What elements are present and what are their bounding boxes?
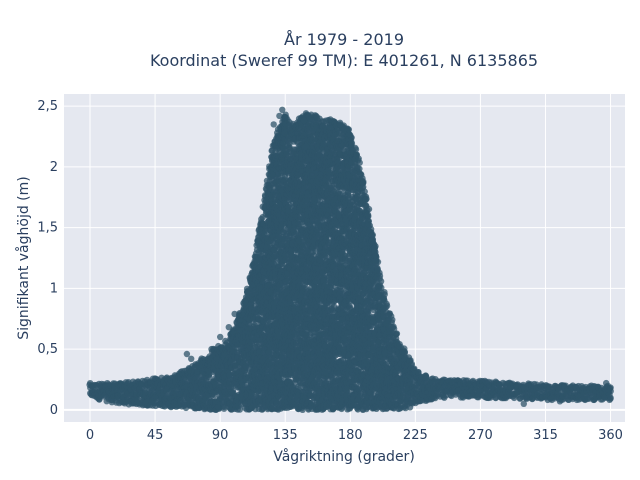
data-point	[236, 406, 243, 413]
data-point	[206, 373, 213, 381]
data-point	[220, 405, 228, 412]
data-points	[86, 106, 614, 413]
